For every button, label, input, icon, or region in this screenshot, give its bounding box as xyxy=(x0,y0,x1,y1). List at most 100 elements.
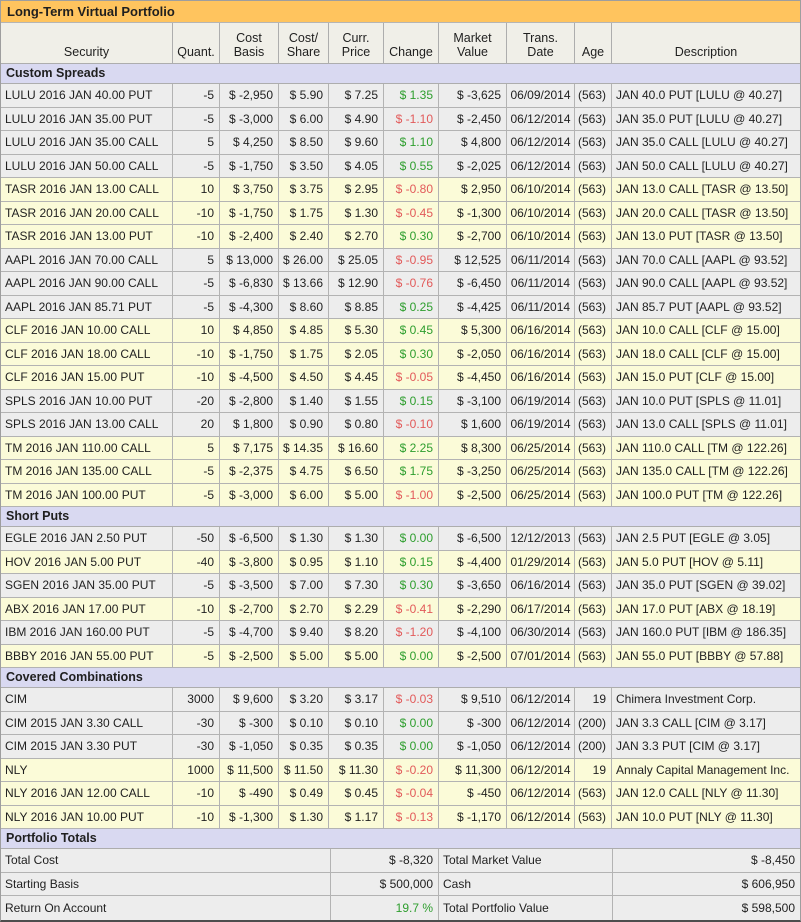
cell-description: JAN 85.7 PUT [AAPL @ 93.52] xyxy=(616,299,782,314)
cell-quant: 5 xyxy=(173,131,220,154)
cell-change: $ -1.20 xyxy=(384,621,439,644)
cell-curr-price: $ 25.05 xyxy=(329,248,384,271)
position-row: NLY 1000 $ 11,500 $ 11.50 $ 11.30 $ -0.20 $ 11… xyxy=(1,758,800,782)
page-title: Long-Term Virtual Portfolio xyxy=(1,1,800,23)
cell-security: IBM 2016 JAN 160.00 PUT xyxy=(1,621,173,644)
cell-change: $ -0.03 xyxy=(384,688,439,711)
cell-curr-price: $ 2.70 xyxy=(329,225,384,248)
cell-trans-date: 06/25/2014 xyxy=(507,460,575,483)
cell-age: (563) xyxy=(575,389,612,412)
cell-curr-price: $ 1.17 xyxy=(329,805,384,828)
cell-cost-share: $ 14.35 xyxy=(279,436,329,459)
cell-description: JAN 10.0 PUT [NLY @ 11.30] xyxy=(616,809,773,824)
cell-market-value: $ 9,510 xyxy=(439,688,507,711)
cell-quant: -5 xyxy=(173,483,220,506)
position-row: AAPL 2016 JAN 85.71 PUT -5 $ -4,300 $ 8.60 $… xyxy=(1,295,800,319)
cell-quant: 10 xyxy=(173,178,220,201)
cell-trans-date: 06/11/2014 xyxy=(507,248,575,271)
cell-cost-basis: $ 4,850 xyxy=(220,319,279,342)
cell-description: JAN 90.0 CALL [AAPL @ 93.52] xyxy=(616,276,788,291)
cell-cost-basis: $ -490 xyxy=(220,782,279,805)
cell-cost-share: $ 11.50 xyxy=(279,758,329,781)
cell-quant: -10 xyxy=(173,342,220,365)
cell-change: $ 2.25 xyxy=(384,436,439,459)
cell-curr-price: $ 6.50 xyxy=(329,460,384,483)
cell-curr-price: $ 0.10 xyxy=(329,711,384,734)
cell-cost-basis: $ -4,700 xyxy=(220,621,279,644)
totals-value-total-cost: $ -8,320 xyxy=(331,849,439,872)
cell-market-value: $ -2,700 xyxy=(439,225,507,248)
cell-security: TM 2016 JAN 100.00 PUT xyxy=(1,483,173,506)
cell-age: (563) xyxy=(575,225,612,248)
cell-cost-share: $ 3.50 xyxy=(279,154,329,177)
cell-quant: -5 xyxy=(173,295,220,318)
cell-description: JAN 18.0 CALL [CLF @ 15.00] xyxy=(616,346,780,361)
column-header-market-value: Market Value xyxy=(439,23,507,63)
position-row: EGLE 2016 JAN 2.50 PUT -50 $ -6,500 $ 1.30 $… xyxy=(1,527,800,551)
cell-trans-date: 06/10/2014 xyxy=(507,225,575,248)
cell-trans-date: 06/17/2014 xyxy=(507,597,575,620)
cell-cost-share: $ 4.85 xyxy=(279,319,329,342)
cell-cost-basis: $ -4,300 xyxy=(220,295,279,318)
cell-age: (563) xyxy=(575,107,612,130)
position-row: AAPL 2016 JAN 90.00 CALL -5 $ -6,830 $ 13.6… xyxy=(1,272,800,296)
cell-description: JAN 2.5 PUT [EGLE @ 3.05] xyxy=(616,531,771,546)
cell-age: (563) xyxy=(575,319,612,342)
cell-quant: -5 xyxy=(173,644,220,667)
cell-cost-share: $ 8.60 xyxy=(279,295,329,318)
cell-trans-date: 01/29/2014 xyxy=(507,550,575,573)
cell-change: $ -0.45 xyxy=(384,201,439,224)
cell-curr-price: $ 1.55 xyxy=(329,389,384,412)
cell-description: JAN 3.3 PUT [CIM @ 3.17] xyxy=(616,739,761,754)
cell-change: $ 1.75 xyxy=(384,460,439,483)
cell-cost-share: $ 6.00 xyxy=(279,107,329,130)
cell-market-value: $ -6,450 xyxy=(439,272,507,295)
cell-trans-date: 06/11/2014 xyxy=(507,295,575,318)
cell-quant: -5 xyxy=(173,621,220,644)
cell-cost-basis: $ 4,250 xyxy=(220,131,279,154)
cell-age: (563) xyxy=(575,248,612,271)
cell-trans-date: 06/12/2014 xyxy=(507,758,575,781)
cell-change: $ 0.00 xyxy=(384,644,439,667)
totals-label-starting-basis: Starting Basis xyxy=(1,872,331,896)
cell-curr-price: $ 9.60 xyxy=(329,131,384,154)
cell-market-value: $ 2,950 xyxy=(439,178,507,201)
cell-market-value: $ -300 xyxy=(439,711,507,734)
totals-value-total-market-value: $ -8,450 xyxy=(613,849,800,872)
cell-age: (563) xyxy=(575,782,612,805)
cell-cost-basis: $ -1,300 xyxy=(220,805,279,828)
cell-curr-price: $ 5.00 xyxy=(329,644,384,667)
cell-quant: -50 xyxy=(173,527,220,550)
cell-age: (563) xyxy=(575,436,612,459)
cell-description: JAN 110.0 CALL [TM @ 122.26] xyxy=(616,440,787,455)
column-header-cost-basis: Cost Basis xyxy=(220,23,279,63)
totals-value-starting-basis: $ 500,000 xyxy=(331,872,439,896)
cell-curr-price: $ 4.05 xyxy=(329,154,384,177)
cell-cost-basis: $ -1,750 xyxy=(220,154,279,177)
cell-security: AAPL 2016 JAN 85.71 PUT xyxy=(1,295,173,318)
cell-cost-share: $ 3.75 xyxy=(279,178,329,201)
cell-description: JAN 13.0 CALL [TASR @ 13.50] xyxy=(616,182,789,197)
totals-label-total-market-value: Total Market Value xyxy=(439,849,613,872)
cell-cost-basis: $ -3,800 xyxy=(220,550,279,573)
position-row: CIM 2015 JAN 3.30 PUT -30 $ -1,050 $ 0.35 $ … xyxy=(1,735,800,759)
cell-trans-date: 06/30/2014 xyxy=(507,621,575,644)
cell-security: LULU 2016 JAN 35.00 PUT xyxy=(1,107,173,130)
cell-cost-basis: $ 13,000 xyxy=(220,248,279,271)
position-row: LULU 2016 JAN 50.00 CALL -5 $ -1,750 $ 3.50… xyxy=(1,154,800,178)
totals-row: Total Cost $ -8,320 Total Market Value $ -8… xyxy=(1,849,800,873)
cell-security: CIM xyxy=(1,688,173,711)
position-row: ABX 2016 JAN 17.00 PUT -10 $ -2,700 $ 2.70 $… xyxy=(1,597,800,621)
cell-cost-basis: $ 11,500 xyxy=(220,758,279,781)
cell-cost-basis: $ -1,750 xyxy=(220,201,279,224)
cell-change: $ 0.25 xyxy=(384,295,439,318)
cell-change: $ -0.41 xyxy=(384,597,439,620)
cell-description: JAN 17.0 PUT [ABX @ 18.19] xyxy=(616,601,776,616)
cell-market-value: $ -1,300 xyxy=(439,201,507,224)
cell-market-value: $ 4,800 xyxy=(439,131,507,154)
cell-cost-share: $ 13.66 xyxy=(279,272,329,295)
cell-cost-basis: $ -2,400 xyxy=(220,225,279,248)
cell-market-value: $ -2,290 xyxy=(439,597,507,620)
cell-security: TASR 2016 JAN 13.00 PUT xyxy=(1,225,173,248)
position-row: SPLS 2016 JAN 10.00 PUT -20 $ -2,800 $ 1.40… xyxy=(1,389,800,413)
